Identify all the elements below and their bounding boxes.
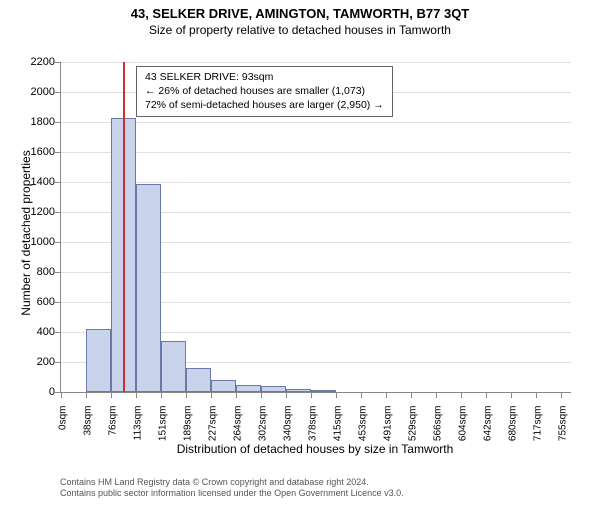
histogram-bar bbox=[86, 329, 111, 392]
y-tick-label: 1800 bbox=[31, 116, 55, 128]
histogram-bar bbox=[136, 184, 161, 393]
x-tick-label: 604sqm bbox=[458, 406, 469, 446]
y-tick bbox=[55, 62, 61, 63]
x-tick bbox=[186, 392, 187, 398]
annotation-line: 72% of semi-detached houses are larger (… bbox=[145, 98, 384, 112]
y-tick bbox=[55, 362, 61, 363]
x-tick-label: 0sqm bbox=[58, 406, 69, 446]
x-tick-label: 302sqm bbox=[258, 406, 269, 446]
histogram-bar bbox=[211, 380, 236, 392]
x-tick-label: 227sqm bbox=[208, 406, 219, 446]
histogram-bar bbox=[286, 389, 311, 392]
x-tick-label: 491sqm bbox=[383, 406, 394, 446]
y-tick bbox=[55, 242, 61, 243]
y-tick-label: 1600 bbox=[31, 146, 55, 158]
x-tick-label: 264sqm bbox=[232, 406, 243, 446]
x-tick-label: 340sqm bbox=[283, 406, 294, 446]
x-tick bbox=[61, 392, 62, 398]
x-tick bbox=[111, 392, 112, 398]
gridline bbox=[61, 122, 571, 123]
y-tick bbox=[55, 272, 61, 273]
x-tick-label: 566sqm bbox=[432, 406, 443, 446]
x-tick bbox=[236, 392, 237, 398]
histogram-bar bbox=[161, 341, 186, 392]
y-tick-label: 400 bbox=[37, 326, 55, 338]
x-tick-label: 755sqm bbox=[558, 406, 569, 446]
x-axis-label: Distribution of detached houses by size … bbox=[60, 442, 570, 456]
x-tick-label: 76sqm bbox=[108, 406, 119, 446]
y-tick-label: 2000 bbox=[31, 86, 55, 98]
x-tick-label: 38sqm bbox=[83, 406, 94, 446]
x-tick bbox=[386, 392, 387, 398]
x-tick bbox=[561, 392, 562, 398]
footnote: Contains HM Land Registry data © Crown c… bbox=[60, 477, 404, 500]
x-tick bbox=[261, 392, 262, 398]
y-tick bbox=[55, 92, 61, 93]
x-tick-label: 453sqm bbox=[358, 406, 369, 446]
page-subtitle: Size of property relative to detached ho… bbox=[0, 23, 600, 37]
x-tick bbox=[136, 392, 137, 398]
footnote-line-2: Contains public sector information licen… bbox=[60, 488, 404, 500]
chart-area: 0200400600800100012001400160018002000220… bbox=[60, 62, 570, 428]
y-tick bbox=[55, 332, 61, 333]
x-tick-label: 680sqm bbox=[508, 406, 519, 446]
x-tick-label: 529sqm bbox=[408, 406, 419, 446]
x-tick bbox=[361, 392, 362, 398]
x-tick bbox=[211, 392, 212, 398]
x-tick bbox=[286, 392, 287, 398]
y-tick bbox=[55, 302, 61, 303]
x-tick bbox=[411, 392, 412, 398]
y-tick-label: 1400 bbox=[31, 176, 55, 188]
x-tick-label: 717sqm bbox=[532, 406, 543, 446]
x-tick-label: 642sqm bbox=[483, 406, 494, 446]
gridline bbox=[61, 152, 571, 153]
histogram-bar bbox=[186, 368, 211, 392]
y-axis-label: Number of detached properties bbox=[19, 143, 33, 323]
x-tick bbox=[161, 392, 162, 398]
x-tick-label: 189sqm bbox=[183, 406, 194, 446]
y-tick-label: 1000 bbox=[31, 236, 55, 248]
y-tick bbox=[55, 152, 61, 153]
annotation-line: ← 26% of detached houses are smaller (1,… bbox=[145, 84, 384, 98]
x-tick-label: 113sqm bbox=[132, 406, 143, 446]
footnote-line-1: Contains HM Land Registry data © Crown c… bbox=[60, 477, 404, 489]
y-tick-label: 600 bbox=[37, 296, 55, 308]
y-tick bbox=[55, 182, 61, 183]
y-tick-label: 1200 bbox=[31, 206, 55, 218]
x-tick bbox=[336, 392, 337, 398]
histogram-bar bbox=[311, 390, 336, 392]
histogram-bar bbox=[261, 386, 286, 392]
x-tick-label: 151sqm bbox=[158, 406, 169, 446]
y-tick-label: 0 bbox=[49, 386, 55, 398]
annotation-line: 43 SELKER DRIVE: 93sqm bbox=[145, 70, 384, 84]
y-tick bbox=[55, 122, 61, 123]
x-tick bbox=[461, 392, 462, 398]
annotation-box: 43 SELKER DRIVE: 93sqm← 26% of detached … bbox=[136, 66, 393, 117]
page-title: 43, SELKER DRIVE, AMINGTON, TAMWORTH, B7… bbox=[0, 6, 600, 21]
y-tick-label: 800 bbox=[37, 266, 55, 278]
x-tick bbox=[486, 392, 487, 398]
x-tick bbox=[511, 392, 512, 398]
y-tick bbox=[55, 212, 61, 213]
histogram-bar bbox=[236, 385, 261, 393]
x-tick bbox=[436, 392, 437, 398]
gridline bbox=[61, 62, 571, 63]
x-tick bbox=[311, 392, 312, 398]
y-tick-label: 2200 bbox=[31, 56, 55, 68]
property-marker-line bbox=[123, 62, 125, 392]
x-tick bbox=[86, 392, 87, 398]
x-tick-label: 415sqm bbox=[332, 406, 343, 446]
y-tick-label: 200 bbox=[37, 356, 55, 368]
histogram-plot: 0200400600800100012001400160018002000220… bbox=[60, 62, 571, 393]
x-tick bbox=[536, 392, 537, 398]
x-tick-label: 378sqm bbox=[308, 406, 319, 446]
